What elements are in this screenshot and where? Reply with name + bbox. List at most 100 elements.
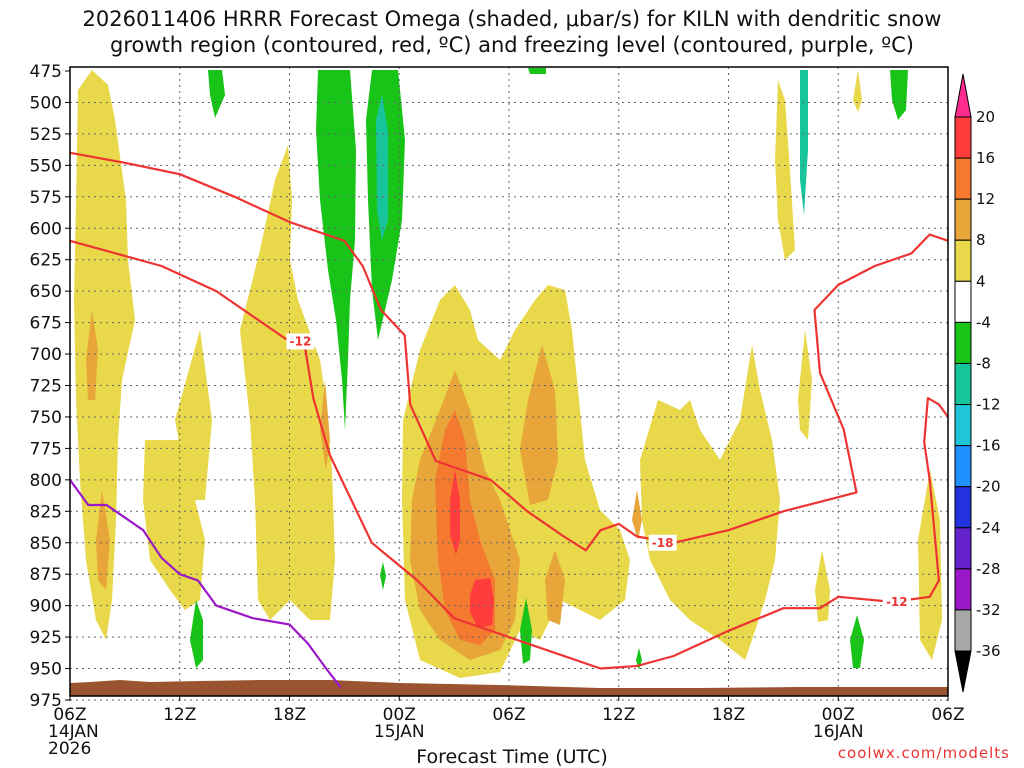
omega-region-yellow [775, 80, 795, 260]
chart-title-line2: growth region (contoured, red, ºC) and f… [110, 33, 914, 57]
contours [70, 151, 948, 689]
contour-label-bg [286, 333, 315, 350]
x-axis-label: Forecast Time (UTC) [416, 746, 608, 768]
omega-shading [74, 68, 942, 678]
colorbar-label: -8 [976, 354, 991, 372]
omega-region-green [380, 562, 386, 590]
y-tick-label: 625 [30, 251, 62, 271]
ground-terrain [70, 680, 948, 696]
x-tick-label: 06Z [492, 705, 525, 725]
y-tick-label: 675 [30, 314, 62, 334]
colorbar-cell [954, 239, 972, 282]
omega-region-red [470, 578, 494, 628]
omega-region-green [890, 70, 908, 120]
omega-region-green [850, 615, 864, 668]
omega-region-tan [96, 490, 110, 590]
omega-region-teal [800, 70, 808, 215]
colorbar-cell [954, 609, 972, 652]
x-tick-label: 18Z [273, 705, 306, 725]
y-tick-label: 475 [30, 62, 62, 82]
contour-label: -12 [290, 334, 312, 348]
colorbar-label: -20 [976, 478, 1001, 496]
y-tick-label: 975 [30, 691, 62, 711]
x-year-label: 2026 [48, 739, 91, 759]
colorbar-cell [954, 486, 972, 529]
y-tick-label: 850 [30, 534, 62, 554]
omega-region-yellow [853, 70, 862, 112]
y-tick-label: 800 [30, 471, 62, 491]
colorbar-label: -28 [976, 560, 1001, 578]
colorbar-label: -24 [976, 519, 1001, 537]
colorbar-cell [954, 321, 972, 364]
colorbar-bottom-arrow [954, 650, 972, 693]
colorbar-cell [954, 404, 972, 447]
y-tick-label: 950 [30, 660, 62, 680]
contour-line [70, 479, 342, 689]
colorbar-label: -12 [976, 396, 1001, 414]
colorbar: 20 16 12 8 4 -4 -8 -12 -16 -20 -24 -28 -32 -36 [954, 73, 1001, 693]
omega-region-green [190, 600, 203, 668]
omega-region-teal [376, 95, 388, 240]
x-tick-label: 00Z [383, 705, 416, 725]
x-date-label: 14JAN [48, 722, 99, 742]
contour-line [70, 151, 948, 552]
omega-region-yellow [240, 145, 335, 620]
y-tick-label: 650 [30, 282, 62, 302]
credit-link[interactable]: coolwx.com/modelts [837, 744, 1010, 762]
y-tick-label: 600 [30, 219, 62, 239]
contour-label-bg [882, 593, 911, 610]
contour-label: -12 [886, 595, 908, 609]
omega-region-green [208, 70, 225, 118]
colorbar-cell [954, 445, 972, 488]
colorbar-label: -36 [976, 642, 1001, 660]
omega-region-green [316, 70, 356, 430]
y-tick-label: 900 [30, 597, 62, 617]
colorbar-label: 20 [976, 108, 995, 126]
y-tick-label: 875 [30, 565, 62, 585]
colorbar-cell [954, 362, 972, 406]
colorbar-cell [954, 568, 972, 611]
omega-region-tan [520, 345, 558, 505]
y-tick-label: 575 [30, 188, 62, 208]
y-tick-label: 525 [30, 125, 62, 145]
colorbar-label: 8 [976, 231, 986, 249]
omega-region-green [528, 68, 546, 74]
colorbar-cell [954, 527, 972, 570]
colorbar-label: -32 [976, 601, 1001, 619]
omega-region-yellow [175, 330, 212, 500]
colorbar-cell [954, 157, 972, 200]
omega-region-yellow [815, 550, 830, 622]
colorbar-label: 16 [976, 149, 995, 167]
colorbar-label: 12 [976, 190, 995, 208]
contour-label: -18 [652, 536, 674, 550]
omega-region-tan [632, 490, 642, 540]
x-tick-label: 00Z [822, 705, 855, 725]
omega-region-tan [545, 550, 565, 625]
colorbar-top-arrow [954, 73, 972, 118]
x-tick-label: 06Z [53, 705, 86, 725]
y-tick-label: 550 [30, 156, 62, 176]
omega-region-green [520, 598, 532, 664]
y-tick-label: 500 [30, 93, 62, 113]
contour-labels: -12 -18 -12 [286, 333, 911, 610]
x-tick-label: 18Z [712, 705, 745, 725]
omega-region-red [450, 470, 460, 555]
colorbar-label: -4 [976, 313, 991, 331]
chart-title-line1: 2026011406 HRRR Forecast Omega (shaded, … [82, 7, 942, 31]
y-tick-label: 700 [30, 345, 62, 365]
x-tick-label: 12Z [602, 705, 635, 725]
contour-label-bg [648, 534, 677, 551]
colorbar-cell [954, 198, 972, 241]
colorbar-cell [954, 116, 972, 159]
y-tick-label: 825 [30, 502, 62, 522]
x-date-label: 16JAN [813, 722, 864, 742]
y-tick-label: 775 [30, 439, 62, 459]
x-tick-label: 06Z [931, 705, 964, 725]
omega-region-yellow [640, 345, 780, 660]
x-tick-label: 12Z [163, 705, 196, 725]
colorbar-label: 4 [976, 272, 986, 290]
colorbar-cell [954, 280, 972, 323]
x-date-label: 15JAN [374, 722, 425, 742]
